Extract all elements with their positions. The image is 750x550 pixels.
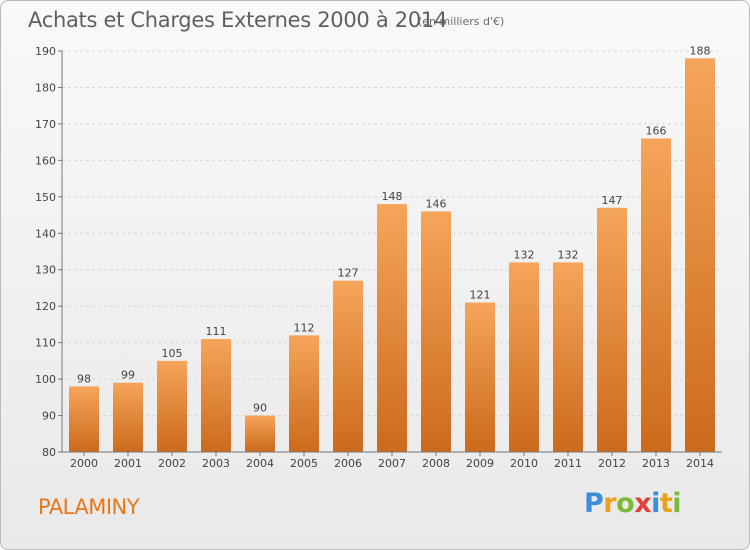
x-tick-label: 2006 (334, 457, 362, 470)
x-tick-label: 2007 (378, 457, 406, 470)
bar (201, 338, 231, 452)
y-tick-label: 130 (35, 264, 56, 277)
data-label: 121 (470, 289, 491, 302)
data-label: 132 (558, 248, 579, 261)
data-label: 112 (294, 321, 315, 334)
bar (553, 262, 583, 452)
bar (113, 382, 143, 452)
chart-title: Achats et Charges Externes 2000 à 2014 (28, 8, 448, 32)
axes (58, 50, 722, 456)
data-label: 90 (253, 402, 267, 415)
bar (509, 262, 539, 452)
logo-letter: P (584, 488, 604, 519)
data-label: 127 (338, 267, 359, 280)
data-label: 166 (646, 124, 667, 137)
bar (289, 335, 319, 452)
y-tick-label: 160 (35, 154, 56, 167)
x-tick-label: 2003 (202, 457, 230, 470)
y-tick-label: 120 (35, 300, 56, 313)
bar (333, 280, 363, 452)
x-tick-label: 2009 (466, 457, 494, 470)
bar (421, 211, 451, 452)
x-tick-label: 2013 (642, 457, 670, 470)
bar (245, 415, 275, 452)
logo-letter: r (603, 488, 617, 519)
data-label: 188 (690, 44, 711, 57)
y-tick-label: 80 (42, 446, 56, 459)
bars (69, 58, 715, 453)
y-tick-label: 100 (35, 373, 56, 386)
bar (685, 58, 715, 453)
data-label: 98 (77, 372, 91, 385)
x-tick-label: 2011 (554, 457, 582, 470)
bar (157, 360, 187, 452)
bar (69, 386, 99, 452)
y-tick-label: 150 (35, 191, 56, 204)
x-tick-label: 2008 (422, 457, 450, 470)
logo-letter: o (616, 488, 635, 519)
labels: 80 90 100 110 120 130 140 150 160 170 180 190 98 2000… (35, 44, 714, 470)
y-tick-label: 140 (35, 227, 56, 240)
x-tick-label: 2004 (246, 457, 274, 470)
data-label: 147 (602, 194, 623, 207)
bar (465, 302, 495, 452)
y-tick-label: 110 (35, 337, 56, 350)
bar (641, 138, 671, 452)
y-tick-label: 180 (35, 81, 56, 94)
data-label: 148 (382, 190, 403, 203)
x-tick-label: 2005 (290, 457, 318, 470)
y-tick-label: 90 (42, 410, 56, 423)
proxiti-logo: Proxiti (584, 488, 682, 519)
data-label: 146 (426, 197, 447, 210)
x-tick-label: 2000 (70, 457, 98, 470)
logo-letter: x (634, 488, 652, 519)
bar (597, 207, 627, 452)
x-tick-label: 2002 (158, 457, 186, 470)
bar (377, 204, 407, 452)
y-tick-label: 190 (35, 45, 56, 58)
logo-letter: t (659, 488, 673, 519)
x-tick-label: 2001 (114, 457, 142, 470)
chart-subtitle: (en milliers d'€) (418, 15, 505, 28)
commune-name: PALAMINY (38, 495, 140, 519)
x-tick-label: 2014 (686, 457, 714, 470)
x-tick-label: 2012 (598, 457, 626, 470)
data-label: 132 (514, 248, 535, 261)
data-label: 111 (206, 325, 227, 338)
data-label: 99 (121, 369, 135, 382)
y-tick-label: 170 (35, 118, 56, 131)
logo-letter: i (672, 488, 682, 519)
logo-letter: i (651, 488, 660, 519)
data-label: 105 (162, 347, 183, 360)
x-tick-label: 2010 (510, 457, 538, 470)
